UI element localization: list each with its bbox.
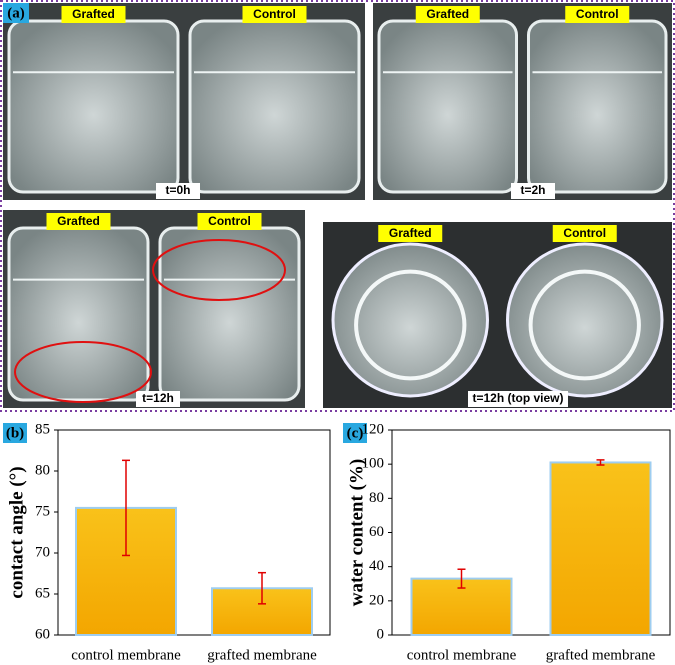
beaker-rim bbox=[528, 269, 641, 381]
beaker-label: Grafted bbox=[389, 226, 432, 240]
time-label: t=12h (top view) bbox=[472, 391, 563, 405]
beaker-rim bbox=[354, 269, 467, 381]
y-tick-label: 0 bbox=[377, 626, 385, 642]
label-bg bbox=[565, 6, 630, 23]
label-bg bbox=[378, 225, 443, 242]
panel-label-bg bbox=[3, 3, 29, 23]
time-bg bbox=[136, 391, 180, 407]
time-bg bbox=[156, 183, 200, 199]
y-tick-label: 65 bbox=[35, 585, 50, 601]
beaker bbox=[377, 19, 518, 194]
y-tick-label: 60 bbox=[35, 626, 50, 642]
highlight bbox=[14, 341, 152, 403]
time-label: t=12h bbox=[142, 391, 174, 405]
x-tick-label: grafted membrane bbox=[207, 647, 317, 663]
beaker bbox=[506, 242, 664, 398]
label-bg bbox=[46, 213, 111, 230]
beaker bbox=[188, 19, 361, 194]
y-tick-label: 40 bbox=[369, 558, 384, 574]
beaker bbox=[7, 19, 180, 194]
plot-frame bbox=[57, 429, 331, 636]
y-tick-label: 120 bbox=[362, 421, 385, 437]
label-bg bbox=[552, 225, 617, 242]
y-tick-label: 80 bbox=[369, 490, 384, 506]
beaker bbox=[158, 226, 301, 402]
beaker bbox=[331, 242, 489, 398]
beaker-label: Grafted bbox=[72, 7, 115, 21]
x-tick-label: control membrane bbox=[71, 647, 181, 663]
y-tick-label: 70 bbox=[35, 544, 50, 560]
label-bg bbox=[242, 6, 307, 23]
panel-a-border bbox=[0, 0, 675, 412]
panel-label: (a) bbox=[7, 5, 25, 21]
x-tick-label: control membrane bbox=[407, 647, 517, 663]
time-label: t=2h bbox=[520, 183, 545, 197]
beaker-label: Control bbox=[208, 214, 251, 228]
y-axis-title: contact angle (°) bbox=[6, 466, 27, 598]
photo-panel: Grafted Control t=0h Grafted Control t=2h Graf… bbox=[3, 3, 672, 408]
x-tick-label: grafted membrane bbox=[546, 647, 656, 663]
time-bg bbox=[511, 183, 555, 199]
time-bg bbox=[468, 391, 568, 407]
panel-label: (c) bbox=[347, 425, 364, 441]
label-bg bbox=[415, 6, 480, 23]
panel-label-bg bbox=[343, 423, 367, 443]
y-tick-label: 20 bbox=[369, 592, 384, 608]
y-tick-label: 80 bbox=[35, 462, 50, 478]
beaker-label: Grafted bbox=[57, 214, 100, 228]
y-tick-label: 85 bbox=[35, 421, 50, 437]
panel-label-bg bbox=[3, 423, 27, 443]
beaker bbox=[7, 226, 150, 402]
highlight bbox=[152, 239, 286, 301]
y-tick-label: 75 bbox=[35, 503, 50, 519]
time-label: t=0h bbox=[165, 183, 190, 197]
beaker-label: Control bbox=[563, 226, 606, 240]
y-axis-title: water content (%) bbox=[346, 459, 367, 606]
charts: (b) 60 65 70 75 80 85 contact angle (°) control … bbox=[3, 421, 671, 663]
y-tick-label: 100 bbox=[362, 456, 385, 472]
beaker-label: Grafted bbox=[426, 7, 469, 21]
beaker bbox=[527, 19, 668, 194]
bar bbox=[549, 461, 652, 637]
panel-label: (b) bbox=[6, 425, 24, 441]
beaker-label: Control bbox=[253, 7, 296, 21]
label-bg bbox=[61, 6, 126, 23]
label-bg bbox=[197, 213, 262, 230]
y-tick-label: 60 bbox=[369, 524, 384, 540]
beaker-label: Control bbox=[576, 7, 619, 21]
